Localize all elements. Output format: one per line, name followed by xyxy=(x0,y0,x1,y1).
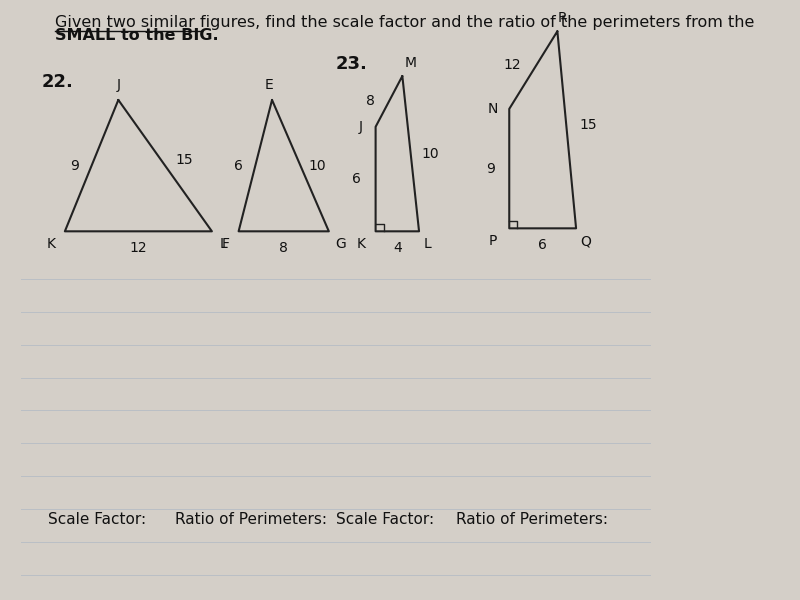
Text: 8: 8 xyxy=(279,241,288,255)
Text: Scale Factor:: Scale Factor: xyxy=(48,512,146,527)
Text: 6: 6 xyxy=(353,172,362,186)
Text: 8: 8 xyxy=(366,94,374,109)
Text: R: R xyxy=(558,11,567,25)
Text: F: F xyxy=(222,238,230,251)
Text: 22.: 22. xyxy=(42,73,74,91)
Text: Ratio of Perimeters:: Ratio of Perimeters: xyxy=(175,512,327,527)
Text: 9: 9 xyxy=(486,161,495,176)
Text: 23.: 23. xyxy=(335,55,367,73)
Text: N: N xyxy=(487,102,498,116)
Text: 15: 15 xyxy=(579,118,597,132)
Text: 10: 10 xyxy=(308,158,326,173)
Text: 10: 10 xyxy=(422,146,439,161)
Text: M: M xyxy=(404,56,416,70)
Text: 12: 12 xyxy=(503,58,521,72)
Text: 6: 6 xyxy=(538,238,547,252)
Text: SMALL to the BIG.: SMALL to the BIG. xyxy=(55,28,218,43)
Text: J: J xyxy=(116,78,120,92)
Text: Given two similar figures, find the scale factor and the ratio of the perimeters: Given two similar figures, find the scal… xyxy=(55,14,754,29)
Text: Scale Factor:: Scale Factor: xyxy=(335,512,434,527)
Text: G: G xyxy=(335,238,346,251)
Text: 4: 4 xyxy=(393,241,402,255)
Text: 12: 12 xyxy=(130,241,147,255)
Text: 15: 15 xyxy=(175,152,193,167)
Text: E: E xyxy=(264,78,273,92)
Text: 9: 9 xyxy=(70,158,79,173)
Text: L: L xyxy=(220,238,228,251)
Text: K: K xyxy=(47,238,56,251)
Text: L: L xyxy=(423,238,431,251)
Text: J: J xyxy=(359,120,363,134)
Text: Q: Q xyxy=(581,235,591,248)
Text: K: K xyxy=(357,238,366,251)
Text: P: P xyxy=(488,235,497,248)
Text: Ratio of Perimeters:: Ratio of Perimeters: xyxy=(456,512,608,527)
Text: 6: 6 xyxy=(234,158,243,173)
